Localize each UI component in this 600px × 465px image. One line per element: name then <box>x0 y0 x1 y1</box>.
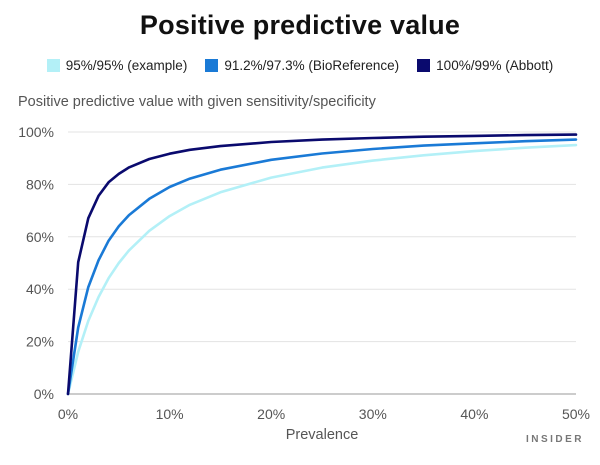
x-tick-label: 40% <box>460 406 488 422</box>
series-line-2 <box>66 138 578 396</box>
legend-item-series-1: 95%/95% (example) <box>46 58 188 73</box>
chart-subtitle: Positive predictive value with given sen… <box>18 94 376 110</box>
legend: 95%/95% (example) 91.2%/97.3% (BioRefere… <box>0 58 600 73</box>
series-line-1 <box>66 143 578 396</box>
x-tick-label: 20% <box>257 406 285 422</box>
chart-title: Positive predictive value <box>139 10 461 40</box>
x-axis-label: Prevalence <box>286 427 359 443</box>
legend-item-series-3: 100%/99% (Abbott) <box>417 58 553 73</box>
y-tick-label: 60% <box>26 229 54 245</box>
legend-swatch-series-2 <box>205 59 219 72</box>
y-tick-label: 100% <box>18 124 54 140</box>
brand-logo: INSIDER <box>525 434 584 445</box>
y-tick-label: 40% <box>26 281 54 297</box>
y-tick-label: 80% <box>26 176 54 192</box>
legend-label-series-1: 95%/95% (example) <box>65 58 188 73</box>
y-tick-label: 20% <box>26 334 54 350</box>
legend-label-series-3: 100%/99% (Abbott) <box>436 58 554 73</box>
x-tick-label: 50% <box>562 406 590 422</box>
legend-item-series-2: 91.2%/97.3% (BioReference) <box>205 58 399 73</box>
series-line-3 <box>66 133 578 396</box>
legend-swatch-series-1 <box>46 59 60 72</box>
x-tick-label: 0% <box>58 406 78 422</box>
y-tick-label: 0% <box>34 386 54 402</box>
legend-swatch-series-3 <box>417 59 431 72</box>
legend-label-series-2: 91.2%/97.3% (BioReference) <box>224 58 400 73</box>
x-tick-label: 30% <box>359 406 387 422</box>
x-tick-label: 10% <box>156 406 184 422</box>
